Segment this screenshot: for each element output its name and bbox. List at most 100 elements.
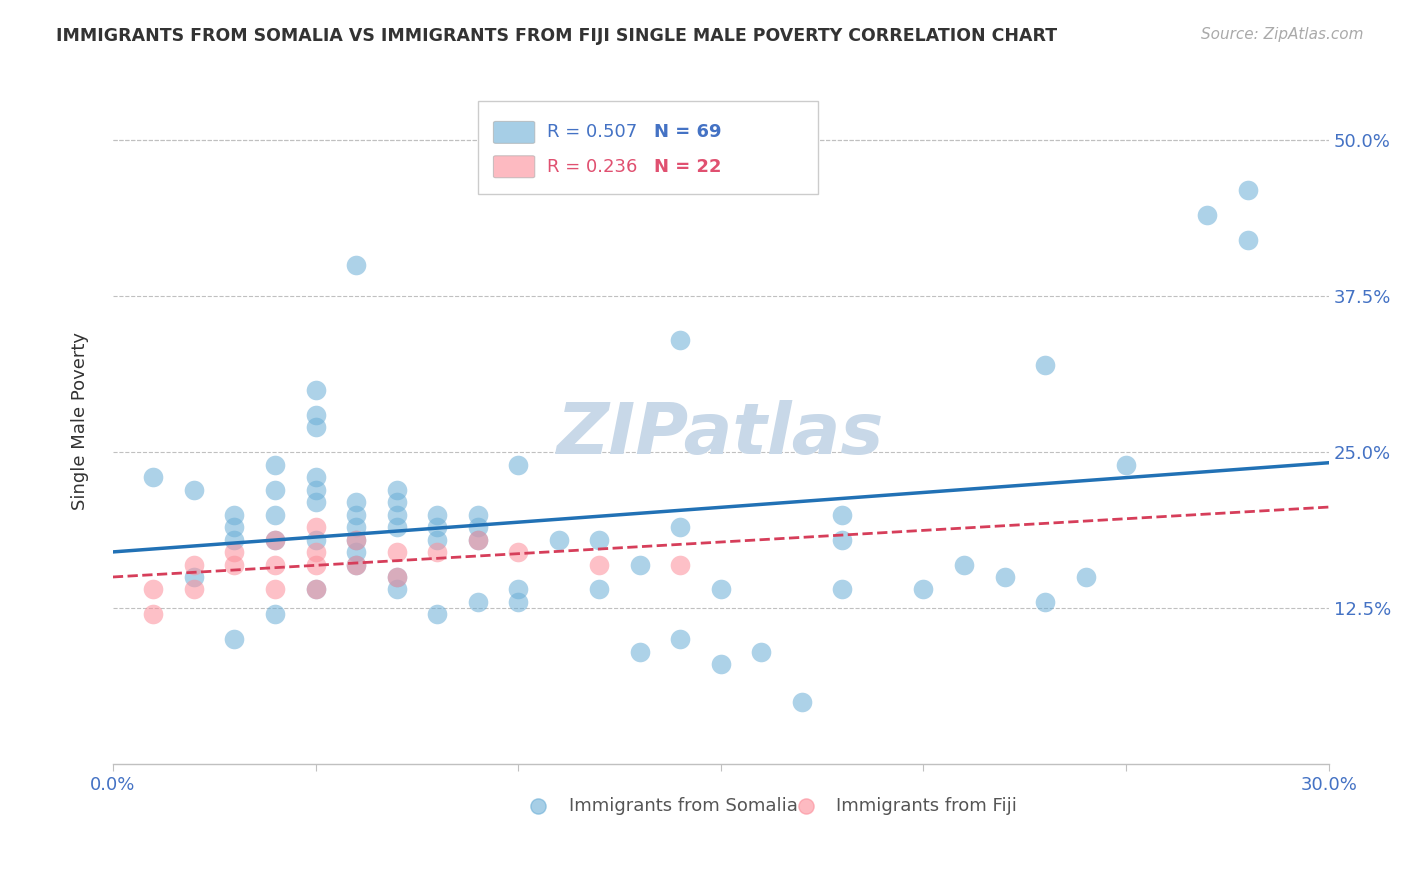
Point: [831, 533, 853, 547]
Point: [467, 520, 489, 534]
Point: [344, 258, 367, 272]
Point: [385, 483, 408, 497]
Point: [304, 483, 326, 497]
Point: [264, 558, 287, 572]
Point: [183, 558, 205, 572]
Text: N = 69: N = 69: [654, 123, 721, 142]
Text: IMMIGRANTS FROM SOMALIA VS IMMIGRANTS FROM FIJI SINGLE MALE POVERTY CORRELATION : IMMIGRANTS FROM SOMALIA VS IMMIGRANTS FR…: [56, 27, 1057, 45]
Point: [304, 420, 326, 434]
Point: [344, 495, 367, 509]
FancyBboxPatch shape: [494, 156, 534, 178]
Point: [183, 582, 205, 597]
Point: [224, 632, 246, 647]
Point: [467, 533, 489, 547]
Point: [1236, 233, 1258, 247]
Point: [304, 582, 326, 597]
Point: [385, 520, 408, 534]
Point: [790, 695, 813, 709]
Point: [385, 570, 408, 584]
Point: [183, 483, 205, 497]
Point: [467, 533, 489, 547]
FancyBboxPatch shape: [494, 121, 534, 144]
Point: [588, 533, 610, 547]
Point: [224, 545, 246, 559]
Point: [304, 520, 326, 534]
Point: [142, 470, 165, 484]
Point: [304, 533, 326, 547]
Text: Immigrants from Somalia: Immigrants from Somalia: [569, 797, 797, 814]
Point: [508, 582, 530, 597]
Point: [993, 570, 1015, 584]
Point: [344, 533, 367, 547]
Point: [264, 508, 287, 522]
Text: Immigrants from Fiji: Immigrants from Fiji: [837, 797, 1017, 814]
Point: [385, 582, 408, 597]
Text: R = 0.507: R = 0.507: [547, 123, 637, 142]
Point: [264, 533, 287, 547]
Point: [508, 545, 530, 559]
Point: [304, 408, 326, 422]
Point: [426, 520, 449, 534]
Point: [142, 582, 165, 597]
Point: [224, 558, 246, 572]
Point: [304, 495, 326, 509]
Point: [508, 595, 530, 609]
Point: [588, 582, 610, 597]
Text: R = 0.236: R = 0.236: [547, 158, 637, 176]
Point: [426, 508, 449, 522]
Point: [669, 632, 692, 647]
Point: [669, 520, 692, 534]
Point: [385, 570, 408, 584]
Point: [749, 645, 772, 659]
Point: [953, 558, 976, 572]
FancyBboxPatch shape: [478, 102, 818, 194]
Point: [831, 508, 853, 522]
Point: [264, 582, 287, 597]
Point: [628, 558, 651, 572]
Point: [669, 333, 692, 347]
Point: [1197, 208, 1219, 222]
Point: [224, 508, 246, 522]
Point: [1074, 570, 1097, 584]
Point: [304, 558, 326, 572]
Point: [710, 657, 733, 672]
Point: [304, 582, 326, 597]
Point: [547, 533, 569, 547]
Point: [264, 533, 287, 547]
Point: [304, 545, 326, 559]
Point: [344, 558, 367, 572]
Point: [344, 508, 367, 522]
Point: [183, 570, 205, 584]
Y-axis label: Single Male Poverty: Single Male Poverty: [72, 332, 89, 510]
Point: [912, 582, 935, 597]
Point: [426, 545, 449, 559]
Point: [588, 558, 610, 572]
Point: [1033, 358, 1056, 372]
Point: [344, 545, 367, 559]
Point: [628, 645, 651, 659]
Point: [304, 470, 326, 484]
Point: [142, 607, 165, 622]
Point: [385, 495, 408, 509]
Point: [224, 533, 246, 547]
Point: [264, 607, 287, 622]
Point: [1236, 183, 1258, 197]
Point: [344, 558, 367, 572]
Text: ZIPatlas: ZIPatlas: [557, 401, 884, 469]
Point: [426, 533, 449, 547]
Point: [1115, 458, 1137, 472]
Point: [224, 520, 246, 534]
Point: [344, 520, 367, 534]
Point: [1033, 595, 1056, 609]
Point: [669, 558, 692, 572]
Point: [508, 458, 530, 472]
Point: [344, 533, 367, 547]
Point: [385, 545, 408, 559]
Point: [467, 508, 489, 522]
Point: [467, 595, 489, 609]
Text: Source: ZipAtlas.com: Source: ZipAtlas.com: [1201, 27, 1364, 42]
Point: [385, 508, 408, 522]
Point: [426, 607, 449, 622]
Point: [264, 483, 287, 497]
Point: [264, 458, 287, 472]
